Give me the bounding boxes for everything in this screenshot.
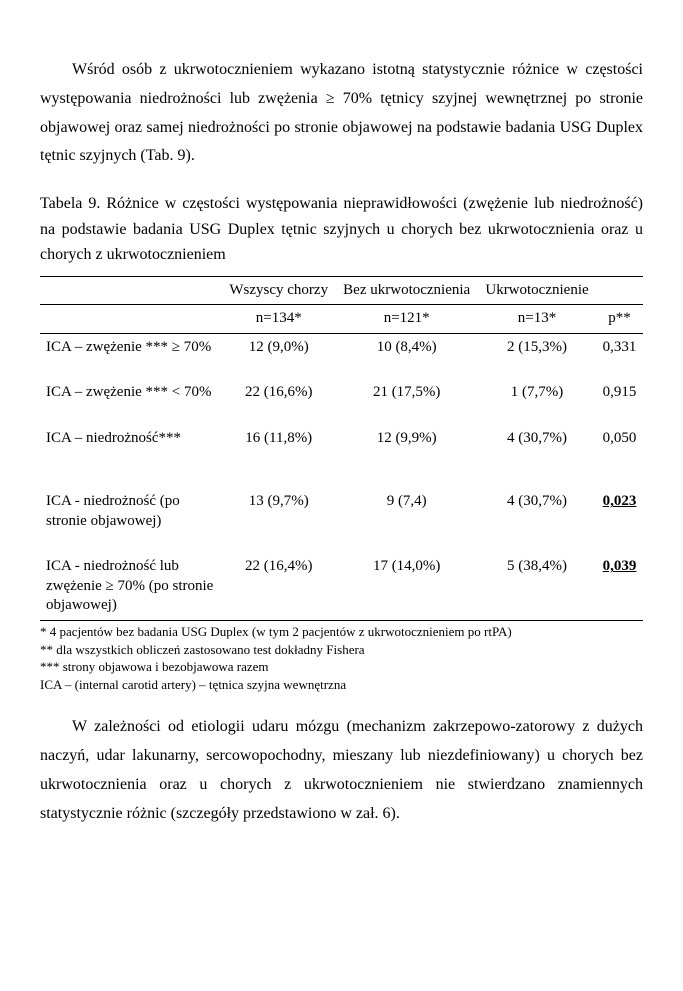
footnote-1: * 4 pacjentów bez badania USG Duplex (w … (40, 623, 643, 641)
cell: 1 (7,7%) (478, 379, 596, 407)
header-with: Ukrwotocznienie (478, 276, 596, 305)
header-empty2 (596, 276, 643, 305)
table-header-row-1: Wszyscy chorzy Bez ukrwotocznienia Ukrwo… (40, 276, 643, 305)
cell-p: 0,915 (596, 379, 643, 407)
cell: 22 (16,4%) (222, 553, 335, 620)
cell: 13 (9,7%) (222, 488, 335, 535)
header-all: Wszyscy chorzy (222, 276, 335, 305)
paragraph-intro: Wśród osób z ukrwotocznieniem wykazano i… (40, 56, 643, 171)
cell: 10 (8,4%) (335, 333, 477, 361)
row-label: ICA – niedrożność*** (40, 425, 222, 453)
footnote-3: *** strony objawowa i bezobjawowa razem (40, 658, 643, 676)
cell: 16 (11,8%) (222, 425, 335, 453)
table-row: ICA - niedrożność (po stronie objawowej)… (40, 488, 643, 535)
row-label: ICA - niedrożność (po stronie objawowej) (40, 488, 222, 535)
paragraph-etiology: W zależności od etiologii udaru mózgu (m… (40, 713, 643, 828)
cell: 21 (17,5%) (335, 379, 477, 407)
table-row: ICA – zwężenie *** ≥ 70% 12 (9,0%) 10 (8… (40, 333, 643, 361)
footnote-4: ICA – (internal carotid artery) – tętnic… (40, 676, 643, 694)
table-row: ICA – niedrożność*** 16 (11,8%) 12 (9,9%… (40, 425, 643, 453)
cell: 12 (9,9%) (335, 425, 477, 453)
table-header-row-2: n=134* n=121* n=13* p** (40, 305, 643, 334)
header2-empty (40, 305, 222, 334)
row-label: ICA – zwężenie *** < 70% (40, 379, 222, 407)
cell: 5 (38,4%) (478, 553, 596, 620)
cell: 4 (30,7%) (478, 425, 596, 453)
cell: 4 (30,7%) (478, 488, 596, 535)
header-without: Bez ukrwotocznienia (335, 276, 477, 305)
table-caption: Tabela 9. Różnice w częstości występowan… (40, 191, 643, 268)
footnote-2: ** dla wszystkich obliczeń zastosowano t… (40, 641, 643, 659)
row-label: ICA – zwężenie *** ≥ 70% (40, 333, 222, 361)
table-footnotes: * 4 pacjentów bez badania USG Duplex (w … (40, 623, 643, 693)
header2-p: p** (596, 305, 643, 334)
cell: 22 (16,6%) (222, 379, 335, 407)
header2-n13: n=13* (478, 305, 596, 334)
header-empty (40, 276, 222, 305)
cell-p: 0,331 (596, 333, 643, 361)
row-label: ICA - niedrożność lub zwężenie ≥ 70% (po… (40, 553, 222, 620)
header2-n134: n=134* (222, 305, 335, 334)
cell: 9 (7,4) (335, 488, 477, 535)
header2-n121: n=121* (335, 305, 477, 334)
table-results: Wszyscy chorzy Bez ukrwotocznienia Ukrwo… (40, 276, 643, 621)
cell-p: 0,039 (596, 553, 643, 620)
cell: 17 (14,0%) (335, 553, 477, 620)
table-row: ICA - niedrożność lub zwężenie ≥ 70% (po… (40, 553, 643, 620)
cell: 12 (9,0%) (222, 333, 335, 361)
cell: 2 (15,3%) (478, 333, 596, 361)
table-row: ICA – zwężenie *** < 70% 22 (16,6%) 21 (… (40, 379, 643, 407)
cell-p: 0,050 (596, 425, 643, 453)
cell-p: 0,023 (596, 488, 643, 535)
